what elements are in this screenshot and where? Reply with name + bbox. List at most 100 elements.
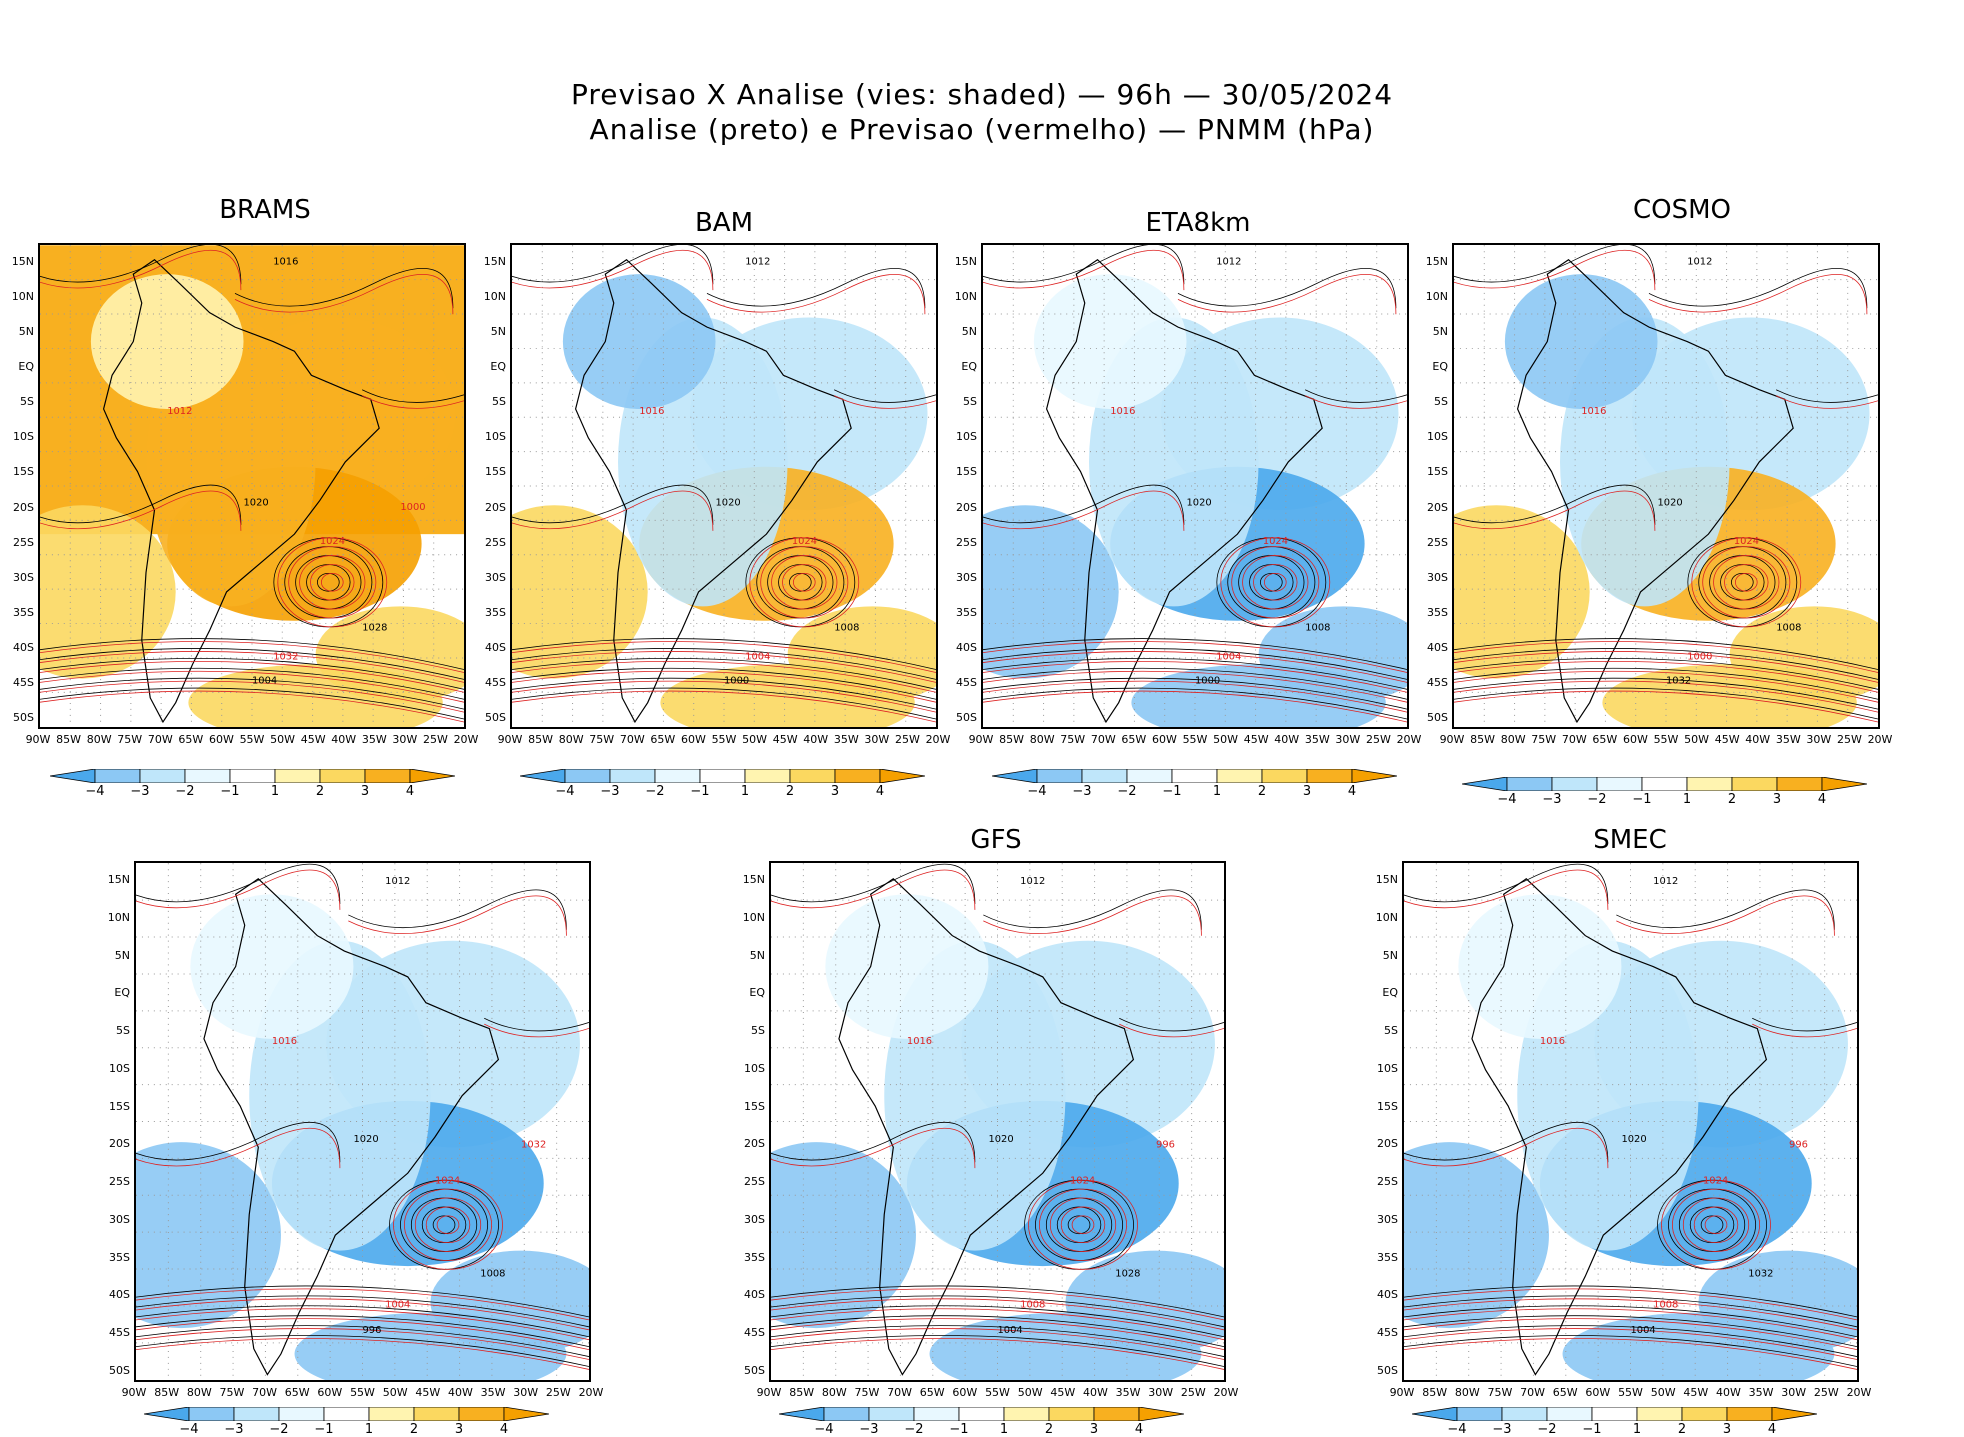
isobar-line (40, 670, 464, 703)
colorbar-segment (143, 1406, 190, 1422)
south-america-coastline (102, 258, 380, 724)
latitude-tick-label: 25S (109, 1175, 130, 1189)
longitude-tick-label: 90W (756, 1386, 782, 1399)
colorbar-segment (364, 768, 411, 784)
isobar-line (833, 395, 936, 409)
isobar-value-label: 1008 (834, 622, 859, 633)
longitude-tick-label: 85W (154, 1386, 180, 1399)
longitude-tick-label: 20W (1213, 1386, 1239, 1399)
longitude-tick-label: 50W (1017, 1386, 1043, 1399)
latitude-tick-label: 40S (1427, 640, 1448, 654)
isobar-value-label: 1012 (1653, 876, 1678, 887)
isobar-line (1454, 648, 1878, 680)
map-svg: 1012 1016 1020 1024 1008 1004 1000 (983, 245, 1407, 727)
isobar-value-label: 1020 (988, 1134, 1013, 1145)
colorbar-segment (1591, 1406, 1638, 1422)
panel-title: BRAMS (219, 195, 311, 225)
longitude-tick-label: 60W (208, 733, 234, 746)
isobar-line (348, 895, 567, 936)
isobar-value-label: 1004 (1631, 1325, 1656, 1336)
isobar-line (1404, 1122, 1609, 1163)
isobar-line (983, 670, 1407, 703)
longitude-tick-label: 50W (382, 1386, 408, 1399)
latitude-tick-label: 10S (485, 430, 506, 444)
longitude-tick-label: 25W (1180, 1386, 1206, 1399)
colorbar-segment (744, 768, 791, 784)
longitude-tick-label: 65W (919, 1386, 945, 1399)
latitude-tick-label: 5S (20, 395, 34, 409)
isobar-line (1304, 389, 1407, 403)
isobar-line (1304, 395, 1407, 409)
colorbar-svg (991, 768, 1398, 784)
latitude-tick-label: 40S (956, 640, 977, 654)
isobar-line (1713, 555, 1780, 610)
isobar-line (771, 1295, 1224, 1328)
colorbar-tick-label: −1 (314, 1422, 334, 1437)
colorbar-tick-label: 2 (409, 1422, 419, 1437)
isobar-line (706, 268, 926, 309)
colorbar-tick-label: 2 (1727, 792, 1737, 807)
isobar-line (1693, 1206, 1739, 1244)
isobar-value-label: 1012 (1216, 257, 1241, 268)
south-america-coastline (1516, 258, 1794, 724)
longitude-tick-label: 55W (1653, 733, 1679, 746)
latitude-tick-label: 35S (1377, 1250, 1398, 1264)
isobar-line (436, 1215, 460, 1235)
isobar-line (771, 1298, 1224, 1331)
isobar-line (983, 648, 1407, 680)
longitude-tick-label: 45W (1683, 1386, 1709, 1399)
south-america-coastline (203, 878, 500, 1376)
colorbar-tick-label: 4 (405, 784, 415, 799)
isobar-value-label: 1016 (1110, 406, 1135, 417)
longitude-tick-label: 45W (772, 733, 798, 746)
isobar-value-label: 996 (363, 1325, 382, 1336)
latitude-tick-label: 5N (114, 948, 130, 962)
isobar-line (1731, 572, 1754, 592)
isobar-line (512, 660, 936, 693)
isobar-value-label: 1028 (1115, 1268, 1140, 1279)
colorbar-tick-label: −1 (949, 1422, 969, 1437)
latitude-tick-label: 10S (1377, 1061, 1398, 1075)
isobar-line (1454, 670, 1878, 703)
longitude-tick-label: 35W (1775, 733, 1801, 746)
colorbar-tick-label: −4 (179, 1422, 199, 1437)
colorbar-segment (1731, 776, 1778, 792)
isobar-line (1648, 268, 1868, 309)
isobar-line (1661, 1179, 1771, 1270)
isobar-line (1263, 572, 1287, 592)
latitude-tick-label: 10N (107, 910, 130, 924)
isobar-line (40, 660, 464, 693)
isobar-line (136, 1308, 589, 1341)
colorbar-segment (519, 768, 566, 784)
isobar-line (771, 869, 976, 910)
map-panel: 1016 1012 1020 1024 1028 1032 1004 1000 (38, 243, 466, 729)
latitude-tick-label: EQ (114, 986, 130, 1000)
longitude-tick-label: 40W (331, 733, 357, 746)
colorbar-tick-label: 4 (1134, 1422, 1144, 1437)
isobar-line (136, 863, 341, 904)
latitude-tick-label: 35S (109, 1250, 130, 1264)
isobar-line (1734, 572, 1758, 592)
longitude-tick-label: 30W (392, 733, 418, 746)
longitude-tick-label: 85W (789, 1386, 815, 1399)
south-america-coastline (574, 258, 852, 724)
longitude-tick-label: 30W (1148, 1386, 1174, 1399)
colorbar-tick-label: 4 (1767, 1422, 1777, 1437)
latitude-tick-label: 5S (751, 1024, 765, 1038)
colorbar-segment (1261, 768, 1308, 784)
panel-title: GFS (970, 825, 1022, 855)
longitude-tick-label: 55W (239, 733, 265, 746)
isobar-line (361, 395, 464, 409)
isobar-value-label: 1012 (385, 876, 410, 887)
isobar-value-label: 996 (1789, 1139, 1808, 1150)
isobar-line (983, 651, 1407, 683)
latitude-tick-label: 15N (742, 873, 765, 886)
isobar-line (771, 1122, 976, 1163)
colorbar: −4 −3 −2 −1 1 2 3 4 (1461, 776, 1868, 807)
map-panel: 1012 1016 1020 1024 1032 1008 1004 996 (1402, 861, 1859, 1382)
colorbar-segment (278, 1406, 325, 1422)
isobar-line (983, 638, 1407, 670)
colorbar-segment (368, 1406, 415, 1422)
longitude-tick-label: 65W (178, 733, 204, 746)
isobar-line (484, 1017, 589, 1032)
